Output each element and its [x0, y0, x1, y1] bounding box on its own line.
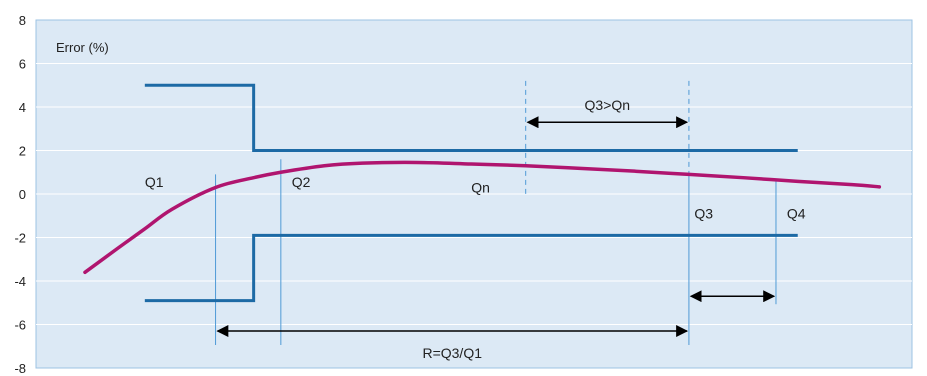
qn-label: Qn: [471, 179, 490, 195]
q2-label: Q2: [292, 174, 311, 190]
y-tick-label: 6: [19, 57, 26, 72]
upper-mpe-line: [144, 83, 798, 152]
y-tick-label: 4: [19, 100, 26, 115]
y-tick-label: -2: [14, 231, 26, 246]
error-curve-series: [83, 160, 882, 275]
y-tick-label: -4: [14, 274, 26, 289]
y-tick-label: -8: [14, 361, 26, 376]
max-permissible-error-lines: [144, 83, 798, 303]
flow-labels: Q1 Q2 Qn Q3 Q4: [145, 174, 806, 222]
lower-mpe-line: [144, 233, 798, 303]
y-tick-label: -6: [14, 318, 26, 333]
range-arrows: [216, 116, 776, 338]
y-tick-label: 2: [19, 144, 26, 159]
q3-label: Q3: [694, 206, 713, 222]
flow-guide-lines: [215, 80, 777, 346]
q3-greater-qn-label: Q3>Qn: [585, 97, 631, 113]
error-curve-line: [83, 160, 882, 275]
y-tick-label: 0: [19, 187, 26, 202]
gridlines: [36, 63, 912, 325]
y-axis-tick-labels: 8 6 4 2 0 -2 -4 -6 -8: [14, 13, 26, 376]
y-axis-title: Error (%): [56, 40, 109, 55]
q4-label: Q4: [787, 206, 806, 222]
y-tick-label: 8: [19, 13, 26, 28]
q1-label: Q1: [145, 174, 164, 190]
range-ratio-label: R=Q3/Q1: [422, 345, 482, 361]
